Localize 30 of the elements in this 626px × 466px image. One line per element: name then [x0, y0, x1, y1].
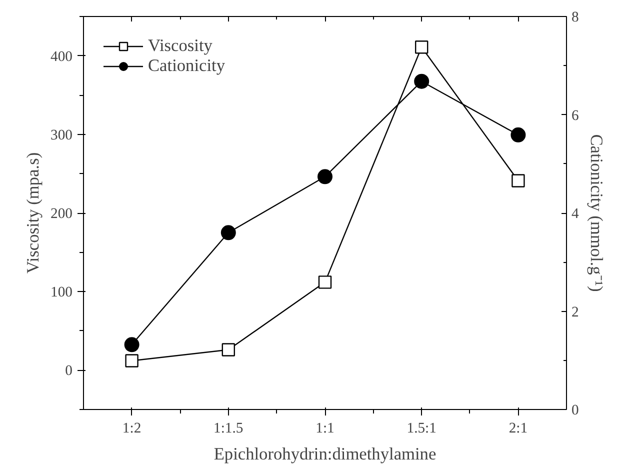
y-tick-label: 100	[50, 284, 72, 301]
point	[415, 40, 428, 54]
x-axis-title: Epichlorohydrin:dimethylamine	[214, 444, 436, 464]
x-tick-label: 1.5:1	[406, 420, 436, 436]
point	[512, 174, 525, 188]
point	[414, 74, 430, 89]
y-tick-label: 400	[50, 48, 72, 65]
y2-tick-label: 6	[572, 108, 579, 124]
point	[510, 127, 526, 142]
x-tick-label: 2:1	[508, 420, 528, 436]
point	[124, 337, 140, 352]
point	[318, 169, 332, 184]
y-tick-label: 300	[50, 127, 72, 144]
y2-tick-label: 0	[572, 402, 579, 418]
point	[220, 225, 236, 240]
x-tick-label: 1:2	[122, 420, 142, 436]
x-tick-label: 1:1.5	[214, 420, 244, 436]
x-tick-label: 1:1	[316, 420, 334, 436]
point	[125, 354, 138, 368]
legend-label: Cationicity	[148, 56, 226, 76]
y2-axis-title: Cationicity (mmol.g⁻¹)	[586, 134, 606, 292]
y2-tick-label: 2	[572, 304, 579, 320]
point	[222, 343, 235, 356]
y2-tick-label: 4	[572, 206, 580, 222]
legend-label: Viscosity	[148, 36, 212, 56]
point	[318, 276, 332, 289]
y2-tick-label: 8	[572, 10, 579, 26]
y-tick-label: 200	[50, 206, 72, 222]
y-axis-title: Viscosity (mpa.s)	[24, 152, 43, 274]
y-tick-label: 0	[65, 363, 72, 380]
